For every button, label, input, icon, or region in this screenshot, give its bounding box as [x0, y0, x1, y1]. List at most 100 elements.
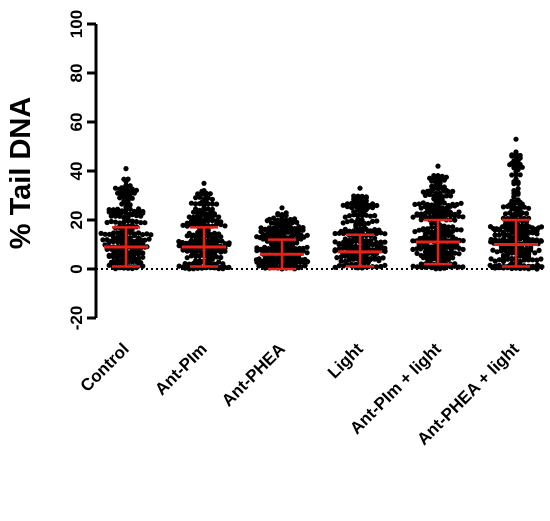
data-point: [382, 231, 388, 237]
data-point: [332, 230, 338, 237]
data-point: [367, 213, 374, 219]
data-point: [370, 218, 376, 224]
data-point: [176, 243, 182, 249]
data-point: [448, 193, 454, 199]
data-point: [193, 258, 199, 264]
data-point: [201, 188, 207, 194]
data-point: [135, 230, 142, 236]
data-point: [222, 223, 228, 229]
x-tick-label: Ant-PHEA: [218, 339, 289, 410]
data-point: [530, 237, 536, 243]
data-point: [359, 193, 365, 199]
data-point: [513, 149, 519, 155]
data-point: [530, 257, 536, 263]
data-point: [507, 210, 513, 216]
data-point: [509, 229, 515, 235]
data-point: [115, 190, 121, 196]
data-point: [205, 206, 211, 212]
data-point: [342, 236, 348, 242]
data-point: [304, 244, 310, 250]
data-point: [519, 210, 525, 216]
data-point: [376, 227, 382, 233]
mean-sd-layer: [104, 218, 538, 271]
data-point: [349, 218, 355, 224]
data-point: [414, 264, 420, 270]
data-point: [188, 218, 194, 224]
data-point: [534, 257, 540, 263]
data-point: [374, 218, 380, 224]
data-point: [110, 251, 116, 257]
data-point: [412, 229, 418, 235]
data-point: [106, 207, 112, 213]
data-point: [424, 201, 431, 207]
data-point: [511, 158, 517, 164]
x-tick-label: Ant-PIm: [151, 339, 211, 399]
data-point: [193, 206, 199, 212]
data-point: [214, 201, 220, 207]
data-point: [275, 211, 281, 217]
data-point: [195, 191, 201, 197]
data-point: [144, 231, 150, 237]
data-point: [186, 230, 192, 236]
data-point: [488, 256, 494, 262]
data-point: [262, 256, 268, 262]
data-point: [304, 232, 310, 238]
data-point: [102, 231, 108, 237]
data-point: [264, 231, 270, 237]
data-point: [519, 222, 525, 229]
data-point: [287, 216, 293, 223]
data-point: [349, 243, 355, 249]
data-point: [429, 244, 435, 250]
data-point: [305, 259, 311, 265]
data-point: [271, 225, 277, 231]
data-point: [146, 236, 152, 242]
data-point: [511, 188, 517, 194]
data-point: [416, 227, 422, 233]
data-point: [138, 220, 144, 226]
data-point: [509, 172, 515, 178]
data-point: [123, 166, 129, 172]
data-point: [372, 235, 378, 241]
data-point: [418, 246, 424, 252]
data-point: [429, 224, 435, 230]
data-point: [266, 225, 272, 231]
data-point: [458, 227, 464, 233]
data-point: [427, 214, 433, 220]
data-point: [340, 220, 346, 226]
data-point: [357, 211, 363, 217]
data-point: [454, 201, 460, 208]
data-point: [127, 206, 133, 212]
data-point: [513, 176, 519, 182]
data-point: [517, 228, 523, 235]
data-point: [220, 261, 226, 267]
data-point: [203, 194, 209, 200]
data-point: [176, 263, 182, 269]
data-point: [184, 255, 190, 261]
data-point: [115, 234, 121, 240]
data-point: [534, 237, 540, 243]
data-point: [283, 210, 289, 216]
data-point: [452, 250, 458, 256]
data-point: [519, 245, 525, 252]
data-point: [456, 209, 462, 215]
data-point: [367, 238, 374, 244]
data-point: [279, 212, 285, 218]
data-point: [123, 182, 129, 188]
data-point: [363, 238, 369, 244]
data-point: [211, 230, 218, 236]
data-point: [509, 255, 515, 262]
data-point: [380, 255, 386, 261]
data-point: [439, 205, 445, 211]
data-point: [488, 236, 494, 243]
data-point: [142, 220, 148, 226]
data-point: [279, 227, 285, 233]
data-point: [292, 226, 298, 232]
data-point: [515, 197, 521, 203]
data-point: [346, 228, 353, 234]
data-point: [378, 239, 384, 245]
data-point: [119, 258, 125, 264]
data-point: [140, 254, 146, 260]
data-point: [513, 136, 519, 142]
data-point: [505, 232, 511, 238]
data-point: [370, 205, 376, 211]
